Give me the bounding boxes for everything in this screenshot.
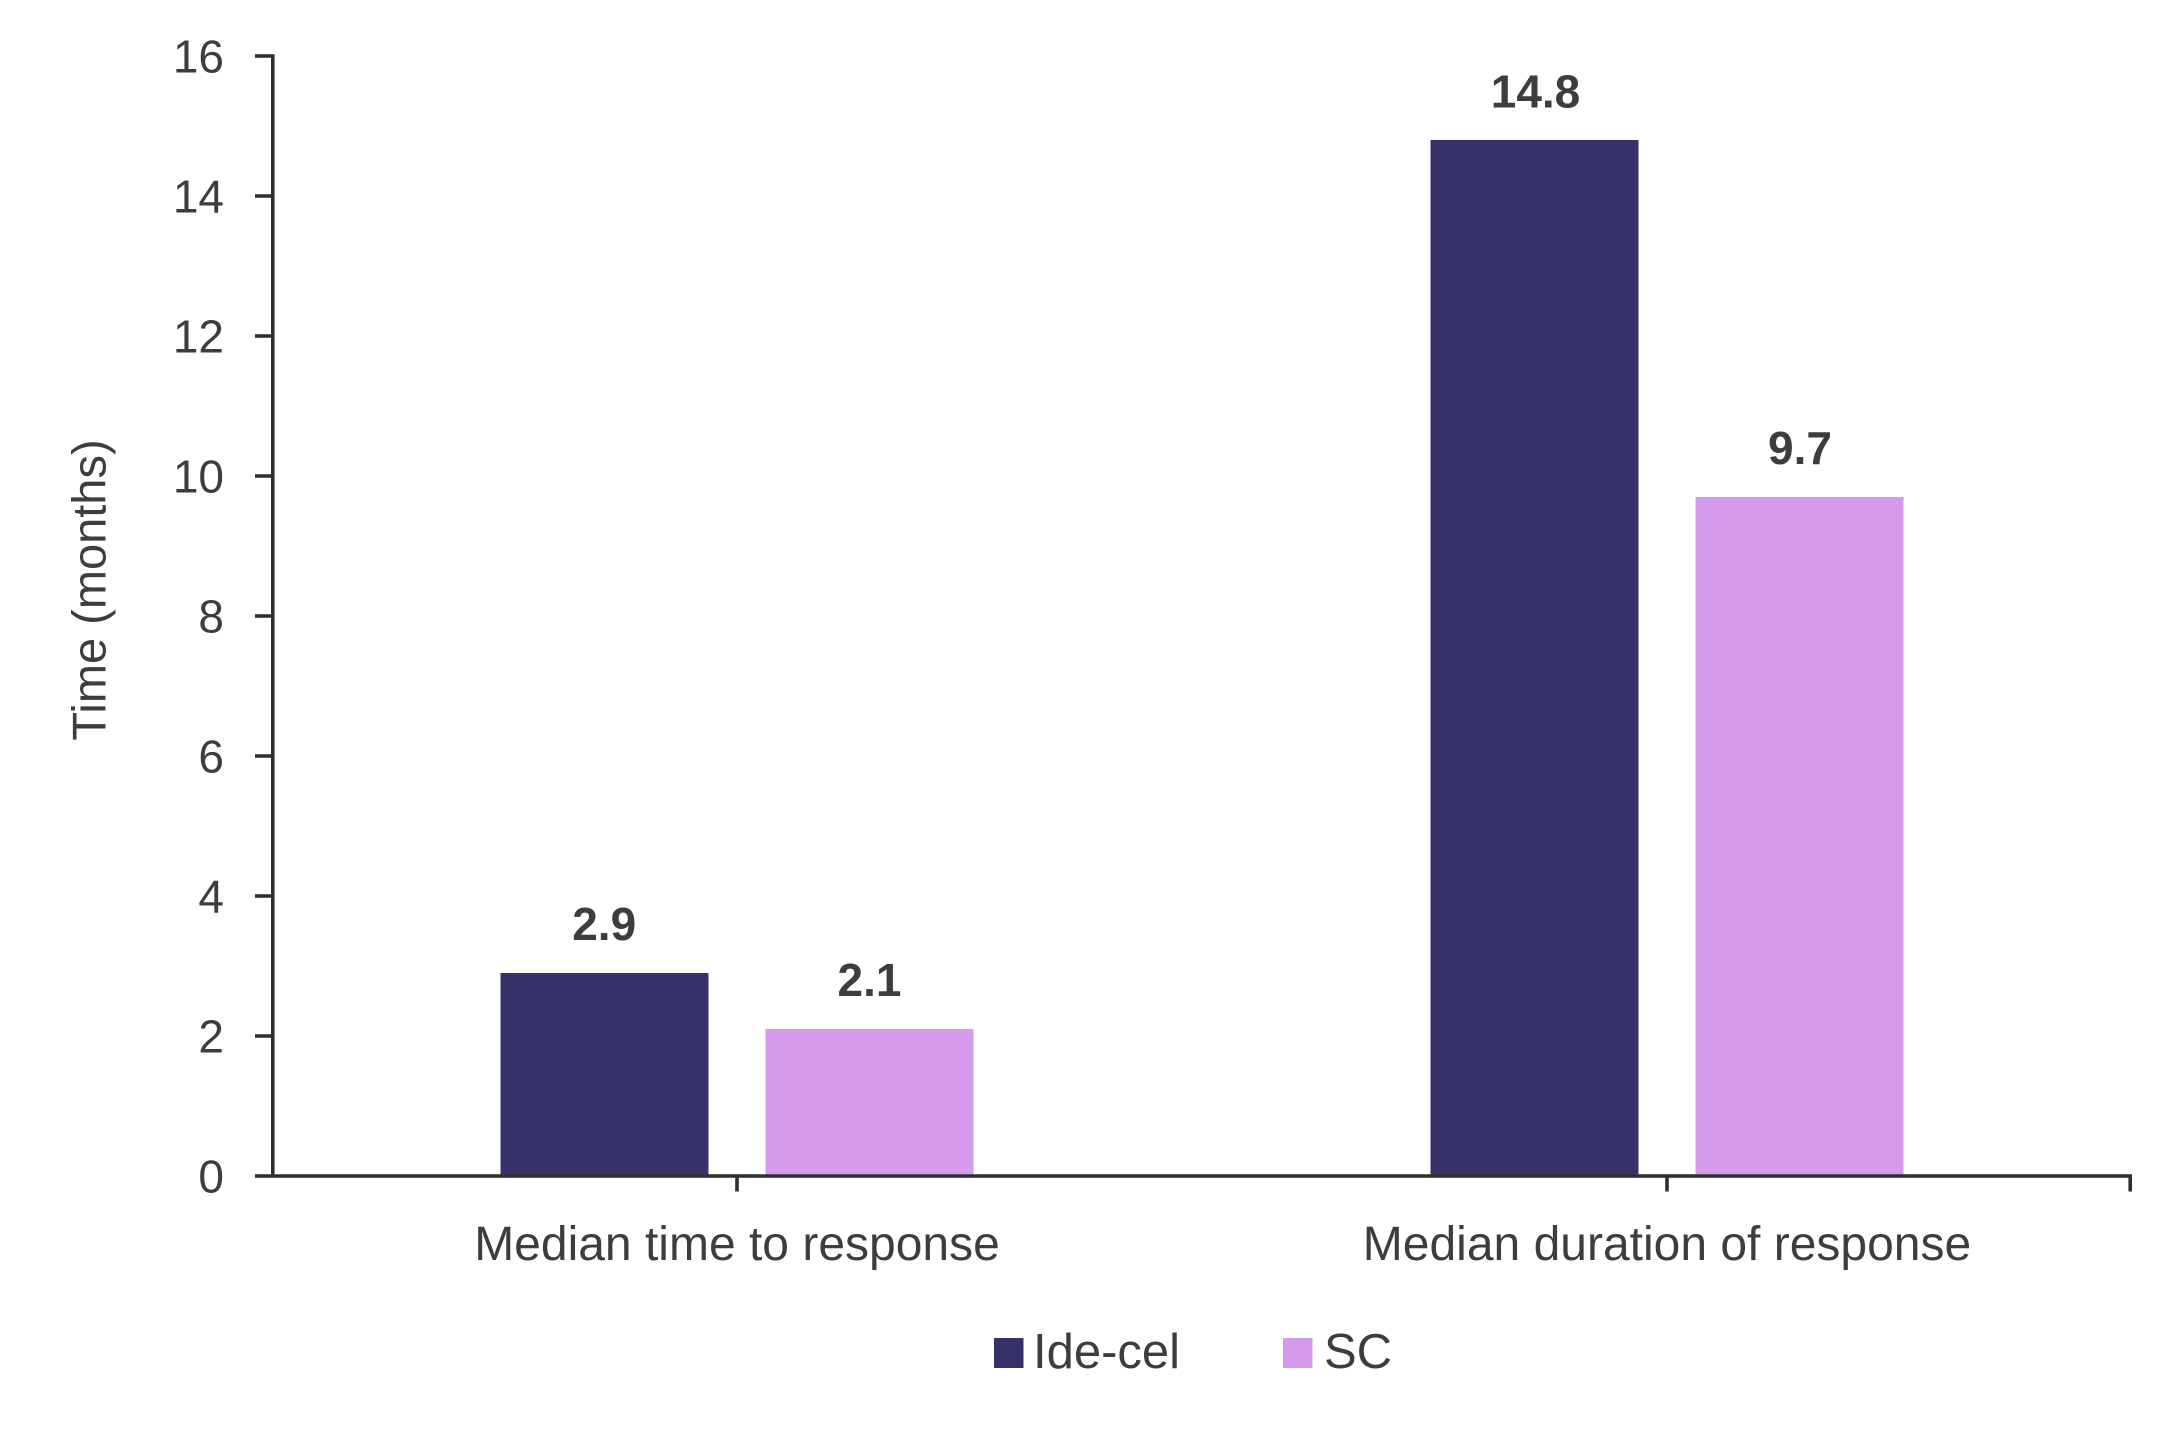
svg-text:0: 0 xyxy=(198,1150,224,1202)
svg-text:8: 8 xyxy=(198,590,224,642)
svg-text:2: 2 xyxy=(198,1010,224,1062)
svg-text:Time (months): Time (months) xyxy=(63,439,116,740)
svg-text:6: 6 xyxy=(198,730,224,782)
svg-text:9.7: 9.7 xyxy=(1768,422,1832,474)
svg-text:Median duration of response: Median duration of response xyxy=(1363,1218,1971,1271)
svg-text:16: 16 xyxy=(173,30,224,82)
svg-text:Median time to response: Median time to response xyxy=(474,1218,1000,1271)
svg-text:12: 12 xyxy=(173,310,224,362)
svg-text:14: 14 xyxy=(173,170,224,222)
svg-text:10: 10 xyxy=(173,450,224,502)
svg-text:14.8: 14.8 xyxy=(1491,66,1581,118)
svg-text:Ide-cel: Ide-cel xyxy=(1033,1325,1180,1379)
svg-text:SC: SC xyxy=(1324,1325,1392,1379)
svg-text:2.9: 2.9 xyxy=(572,898,636,950)
svg-text:2.1: 2.1 xyxy=(838,954,902,1006)
svg-text:4: 4 xyxy=(198,870,224,922)
